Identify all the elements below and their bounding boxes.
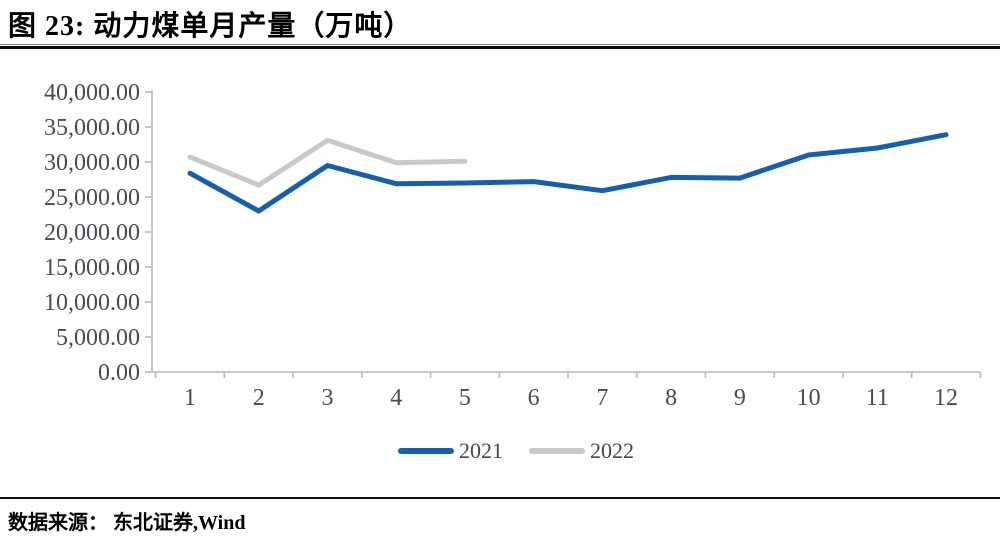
- chart-legend: 2021 2022: [16, 440, 1000, 462]
- figure-title: 图 23: 动力煤单月产量（万吨）: [8, 11, 413, 42]
- x-axis-tick-label: 10: [797, 385, 821, 411]
- legend-label-2022: 2022: [590, 438, 634, 463]
- x-axis-tick-label: 11: [866, 385, 889, 411]
- title-underline-thin: [0, 44, 1000, 45]
- y-axis-tick-label: 5,000.00: [56, 325, 140, 351]
- x-axis-tick-label: 5: [459, 385, 471, 411]
- thermal-coal-monthly-output-line-chart: 0.00 5,000.00 10,000.00 15,000.00 20,000.00 2…: [44, 80, 982, 411]
- y-axis-tick-label: 10,000.00: [44, 290, 140, 316]
- legend-item-2022: 2022: [529, 440, 634, 462]
- x-axis-tick-label: 6: [528, 385, 540, 411]
- footer-rule: [0, 497, 1000, 499]
- legend-item-2021: 2021: [398, 440, 503, 462]
- y-axis-tick-label: 0.00: [98, 360, 140, 386]
- y-axis-tick-label: 35,000.00: [44, 115, 140, 141]
- y-axis-tick-label: 15,000.00: [44, 255, 140, 281]
- legend-line-swatch-2022: [529, 448, 585, 454]
- y-axis-tick-label: 25,000.00: [44, 185, 140, 211]
- x-axis-tick-label: 7: [596, 385, 608, 411]
- x-axis-tick-label: 4: [390, 385, 402, 411]
- x-axis-tick-label: 12: [934, 385, 958, 411]
- x-axis-tick-label: 8: [665, 385, 677, 411]
- y-axis-tick-label: 40,000.00: [44, 80, 140, 106]
- x-axis-tick-label: 3: [321, 385, 333, 411]
- title-underline-thick: [0, 46, 1000, 49]
- axis-lines: [151, 90, 981, 373]
- x-axis-tick-label: 2: [253, 385, 265, 411]
- y-axis-tick-label: 20,000.00: [44, 220, 140, 246]
- series-line-2021: [187, 132, 949, 214]
- legend-line-swatch-2021: [398, 448, 454, 454]
- series-line-2022: [187, 137, 468, 188]
- x-axis-tick-label: 9: [734, 385, 746, 411]
- y-axis-tick-label: 30,000.00: [44, 150, 140, 176]
- data-source-text: 数据来源： 东北证券,Wind: [8, 512, 246, 534]
- legend-label-2021: 2021: [459, 438, 503, 463]
- x-axis-tick-label: 1: [184, 385, 196, 411]
